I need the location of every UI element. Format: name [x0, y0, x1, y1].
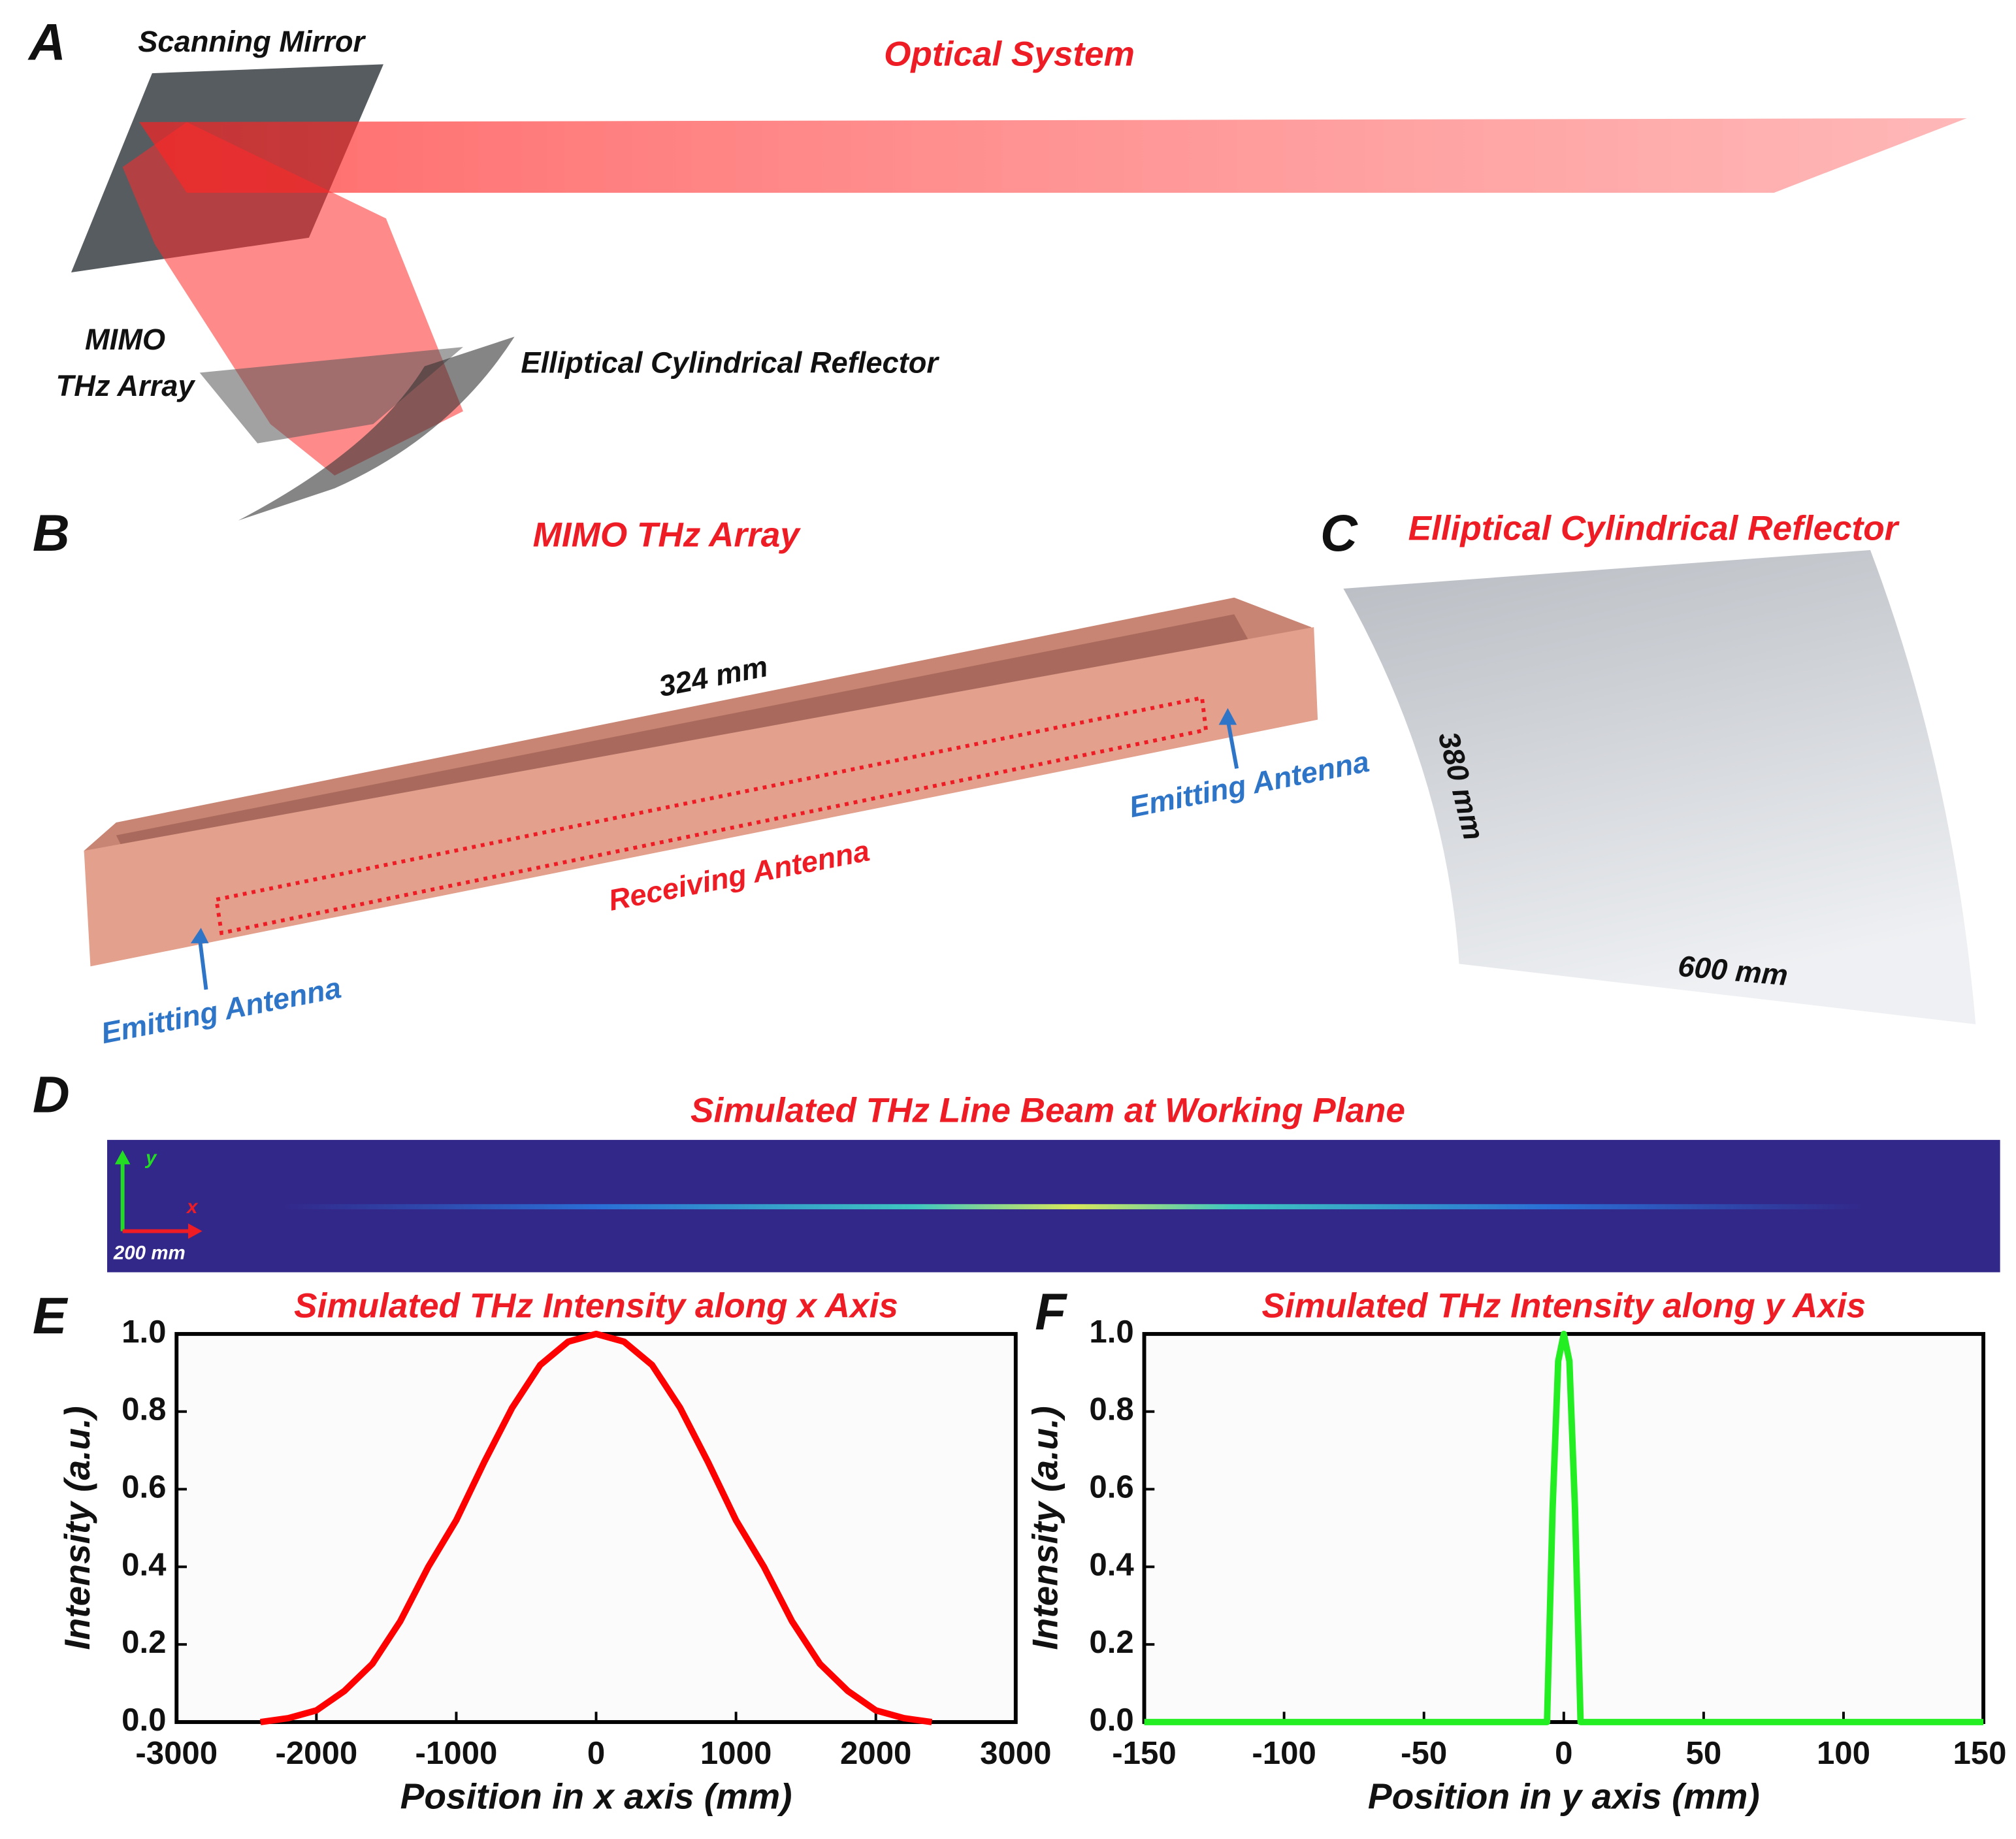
- panel-a: A Scanning Mirror Optical System MIMO TH…: [27, 14, 1967, 521]
- arrow: [1226, 719, 1239, 769]
- x-axis-label: Position in x axis (mm): [400, 1776, 792, 1817]
- x-tick-label: 0: [1555, 1735, 1572, 1771]
- arrow-head: [1218, 708, 1237, 725]
- x-tick-label: -2000: [275, 1735, 357, 1771]
- panel-letter: C: [1320, 504, 1358, 562]
- x-tick-label: 2000: [840, 1735, 911, 1771]
- axis-label: y: [144, 1147, 157, 1169]
- arrow-head: [187, 1223, 203, 1239]
- panel-letter: D: [33, 1066, 70, 1124]
- mimo-array-shape: [199, 347, 463, 444]
- x-tick-label: -50: [1401, 1735, 1447, 1771]
- label: MIMO: [85, 323, 165, 356]
- label: Emitting Antenna: [1126, 745, 1372, 824]
- x-tick-label: -100: [1252, 1735, 1316, 1771]
- axis-label: x: [186, 1196, 199, 1218]
- y-tick-label: 0.8: [1089, 1391, 1133, 1427]
- x-tick-label: 100: [1817, 1735, 1870, 1771]
- y-tick-label: 0.6: [1089, 1469, 1133, 1505]
- arrow: [197, 937, 208, 990]
- panel-title: Elliptical Cylindrical Reflector: [1408, 509, 1900, 547]
- y-tick-label: 0.8: [122, 1391, 166, 1427]
- panel-title: Simulated THz Line Beam at Working Plane: [691, 1092, 1405, 1130]
- panel-letter: B: [33, 504, 70, 562]
- y-tick-label: 0.6: [122, 1469, 166, 1505]
- charts: 0.00.20.40.60.81.0-3000 -2000 -1000 0 1000 20…: [57, 1287, 2006, 1817]
- x-axis-label: Position in y axis (mm): [1368, 1776, 1760, 1817]
- x-tick-label: -1000: [415, 1735, 498, 1771]
- y-tick-label: 0.2: [1089, 1624, 1133, 1660]
- x-tick-label: 3000: [980, 1735, 1051, 1771]
- data-line: [1144, 1330, 1984, 1725]
- label: Emitting Antenna: [99, 971, 344, 1050]
- reflector-shape: [238, 336, 515, 521]
- panel-letter: E: [33, 1287, 69, 1344]
- panel-title: Optical System: [884, 35, 1135, 74]
- y-tick-label: 0.4: [122, 1546, 167, 1582]
- scale-label: 200 mm: [113, 1243, 186, 1264]
- x-tick-label: 1000: [700, 1735, 772, 1771]
- panel-c: C Elliptical Cylindrical Reflector 380 m…: [1320, 504, 1976, 1024]
- x-tick-label: 150: [1953, 1735, 2006, 1771]
- y-tick-label: 0.2: [122, 1624, 166, 1660]
- y-axis-label: Intensity (a.u.): [57, 1406, 97, 1650]
- line-beam: [283, 1204, 1864, 1210]
- x-tick-label: 0: [587, 1735, 605, 1771]
- array-front: [84, 627, 1318, 967]
- panel-title: MIMO THz Array: [533, 515, 802, 554]
- label: Scanning Mirror: [138, 25, 366, 58]
- panel-letter: A: [27, 14, 66, 71]
- arrow-head: [114, 1150, 131, 1165]
- y-tick-label: 0.0: [122, 1702, 166, 1738]
- panel-b: B MIMO THz Array 324 mm Receiving Antenn…: [33, 504, 1372, 1050]
- reflector: [1343, 549, 1976, 1024]
- x-tick-label: 50: [1686, 1735, 1722, 1771]
- y-tick-label: 0.0: [1089, 1702, 1133, 1738]
- y-tick-label: 1.0: [1089, 1314, 1133, 1350]
- arrow-head: [190, 928, 209, 943]
- optical-beam: [139, 118, 1967, 193]
- panel-letter: F: [1035, 1283, 1067, 1341]
- plot-area: [1142, 1331, 1986, 1724]
- label: Elliptical Cylindrical Reflector: [521, 346, 939, 380]
- chart-title: Simulated THz Intensity along x Axis: [294, 1287, 898, 1326]
- plot-area: [174, 1331, 1018, 1724]
- panel-d: D Simulated THz Line Beam at Working Pla…: [33, 1066, 2000, 1273]
- receiving-box: [214, 695, 1209, 936]
- x-tick-label: -150: [1112, 1735, 1176, 1771]
- chart-title: Simulated THz Intensity along y Axis: [1261, 1287, 1866, 1326]
- y-tick-label: 1.0: [122, 1314, 166, 1350]
- y-tick-label: 0.4: [1089, 1546, 1134, 1582]
- data-line: [260, 1330, 933, 1725]
- label: THz Array: [56, 369, 197, 402]
- x-tick-label: -3000: [135, 1735, 218, 1771]
- y-axis-label: Intensity (a.u.): [1025, 1406, 1065, 1650]
